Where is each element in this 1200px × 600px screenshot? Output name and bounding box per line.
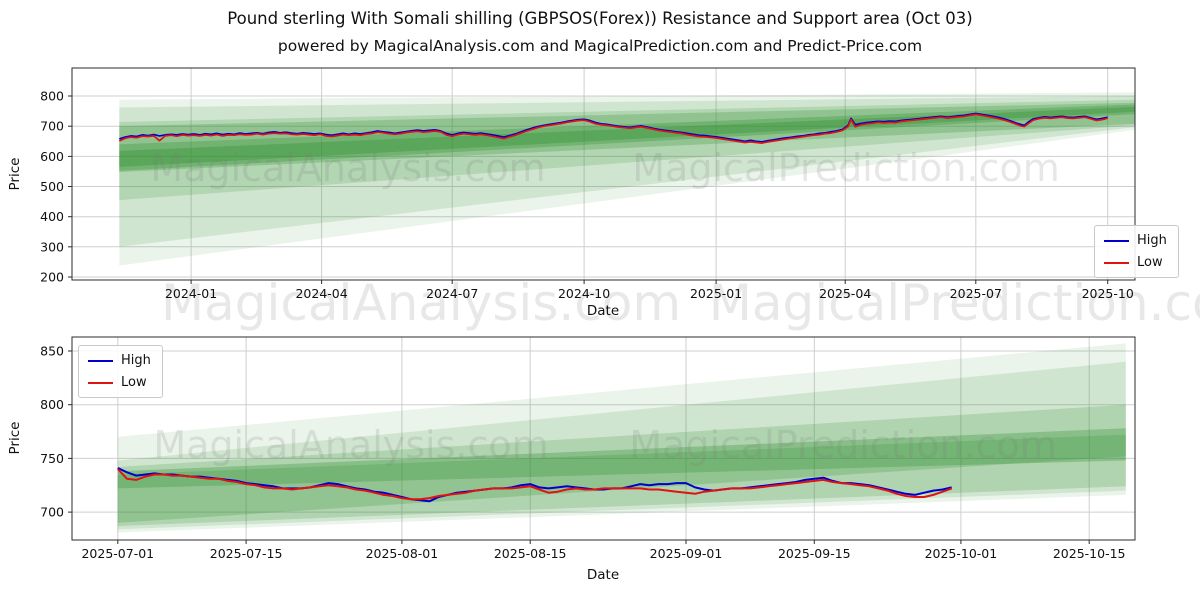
y-tick-label: 800 xyxy=(40,89,64,104)
prediction-band xyxy=(117,404,1126,526)
y-tick-label: 500 xyxy=(40,179,64,194)
axis-ticks: 700 750 800 850 2025-07-01 2025-07-15 2025-08-… xyxy=(40,344,1125,562)
x-tick-label: 2025-10 xyxy=(1082,286,1134,301)
legend-top-chart: High Low xyxy=(1094,225,1179,278)
watermark-text: MagicalPrediction.com xyxy=(632,146,1060,190)
watermark-text: MagicalAnalysis.com xyxy=(150,146,545,190)
y-tick-label: 700 xyxy=(40,505,64,520)
legend-label-high: High xyxy=(1137,233,1167,248)
y-tick-label: 750 xyxy=(40,451,64,466)
x-tick-label: 2025-07-15 xyxy=(210,546,283,561)
watermark-text: MagicalAnalysis.com xyxy=(153,423,548,467)
high-line xyxy=(117,467,952,503)
x-tick-label: 2025-07 xyxy=(950,286,1002,301)
low-line xyxy=(118,113,1108,144)
prediction-band xyxy=(117,434,1126,523)
high-line-sample xyxy=(88,359,113,362)
x-tick-label: 2025-01 xyxy=(690,286,742,301)
y-tick-label: 850 xyxy=(40,344,64,359)
x-tick-label: 2025-09-15 xyxy=(778,546,851,561)
x-tick-label: 2025-10-01 xyxy=(925,546,998,561)
high-line-sample xyxy=(1104,239,1129,242)
legend-item-high: High xyxy=(1104,233,1167,248)
x-axis-label: Date xyxy=(587,303,619,319)
x-tick-label: 2024-04 xyxy=(295,286,347,301)
x-tick-label: 2024-01 xyxy=(165,286,217,301)
legend-item-low: Low xyxy=(1104,255,1167,270)
x-tick-label: 2025-10-15 xyxy=(1053,546,1126,561)
legend-label-low: Low xyxy=(121,375,147,390)
x-tick-label: 2025-07-01 xyxy=(81,546,154,561)
axis-ticks: 200 300 400 500 600 700 800 2024-01 2024-04 2024-… xyxy=(40,89,1134,302)
x-tick-label: 2025-04 xyxy=(819,286,871,301)
x-tick-label: 2024-10 xyxy=(558,286,610,301)
plot-border xyxy=(71,67,1136,281)
high-line xyxy=(119,112,1108,143)
prediction-band xyxy=(119,102,1136,172)
watermark-row: MagicalAnalysis.com MagicalPrediction.com xyxy=(153,423,1056,467)
plot-border xyxy=(71,336,1136,541)
prediction-band xyxy=(117,428,1126,489)
legend-item-high: High xyxy=(88,353,151,368)
prediction-band xyxy=(119,92,1136,266)
legend-label-high: High xyxy=(121,353,151,368)
x-tick-label: 2025-08-15 xyxy=(494,546,567,561)
y-axis-label: Price xyxy=(7,422,23,455)
y-tick-label: 200 xyxy=(40,270,64,285)
watermark-row: MagicalAnalysis.com MagicalPrediction.com xyxy=(150,146,1059,190)
x-tick-label: 2025-09-01 xyxy=(650,546,723,561)
legend-bottom-chart: High Low xyxy=(78,345,163,398)
x-tick-label: 2024-07 xyxy=(426,286,478,301)
x-axis-label: Date xyxy=(587,567,619,583)
y-tick-label: 700 xyxy=(40,119,64,134)
chart-title: Pound sterling With Somali shilling (GBP… xyxy=(227,9,973,28)
y-tick-label: 600 xyxy=(40,149,64,164)
prediction-band xyxy=(117,343,1126,533)
gridlines xyxy=(72,68,1135,280)
y-tick-label: 400 xyxy=(40,209,64,224)
y-axis-label: Price xyxy=(7,158,23,191)
y-tick-label: 800 xyxy=(40,397,64,412)
x-tick-label: 2025-08-01 xyxy=(366,546,439,561)
legend-label-low: Low xyxy=(1137,255,1163,270)
low-line xyxy=(117,468,953,501)
chart-subtitle: powered by MagicalAnalysis.com and Magic… xyxy=(277,37,923,55)
watermark-text: MagicalPrediction.com xyxy=(629,423,1057,467)
gridlines xyxy=(72,337,1135,540)
prediction-band xyxy=(119,99,1136,201)
y-tick-label: 300 xyxy=(40,239,64,254)
low-line-sample xyxy=(88,381,113,384)
low-line-sample xyxy=(1104,261,1129,264)
legend-item-low: Low xyxy=(88,375,151,390)
